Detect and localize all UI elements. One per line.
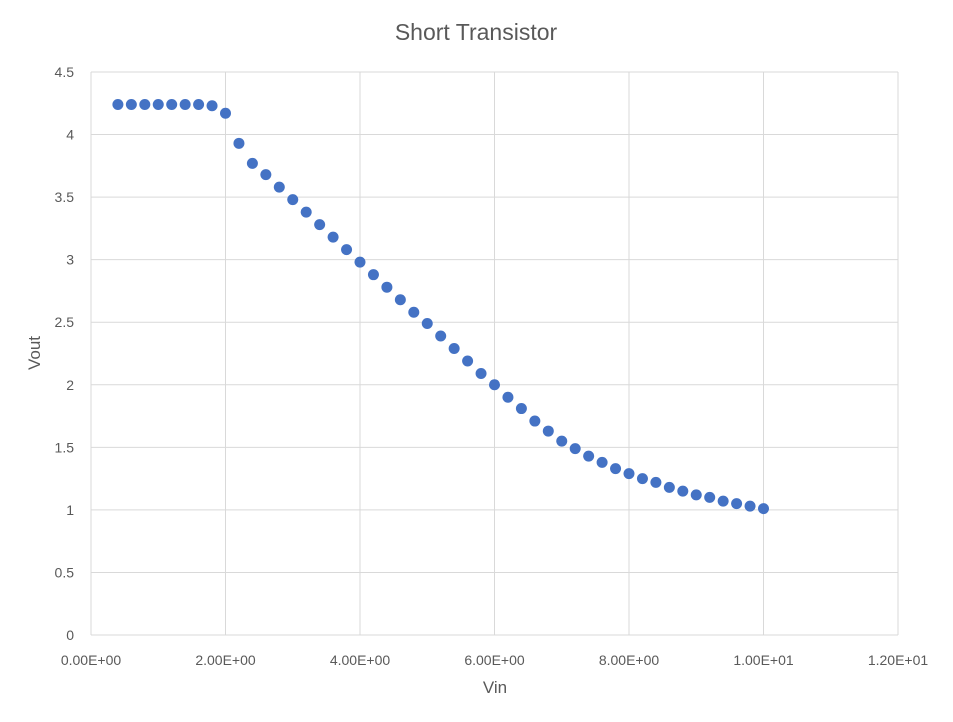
data-point [542,425,554,437]
data-point [341,244,353,256]
data-point [690,489,702,501]
data-point [502,391,514,403]
data-point [569,443,581,455]
data-point [515,403,527,415]
x-tick-label: 1.00E+01 [733,652,794,668]
data-point [583,450,595,462]
data-point [489,379,500,391]
data-point [300,206,312,218]
y-tick-label: 3 [66,252,74,268]
y-tick-label: 1.5 [55,439,75,455]
data-point [610,463,622,475]
data-point [354,256,366,268]
data-point [421,317,433,329]
x-tick-label: 0.00E+00 [61,652,122,668]
y-axis-title: Vout [25,336,44,370]
y-tick-label: 0 [66,627,74,643]
data-point [314,219,326,231]
data-point [462,355,474,367]
data-point [246,157,258,169]
tick-labels: 0 0.5 1 1.5 2 2.5 3 3.5 4 4.5 0.00E+00 2.00E+00 4.00… [55,64,929,668]
data-point [435,330,447,342]
data-point [475,368,487,380]
data-point [139,99,151,111]
data-point [717,495,729,507]
y-tick-label: 2 [66,377,74,393]
data-point [596,456,608,468]
y-tick-label: 1 [66,502,74,518]
data-point [758,503,769,515]
x-tick-label: 8.00E+00 [599,652,660,668]
data-point [744,500,756,512]
data-point [663,481,675,493]
data-point [273,181,285,193]
data-point [381,281,393,293]
data-point [731,498,743,510]
data-point [152,99,164,111]
data-point [556,435,568,447]
gridlines [90,71,899,636]
y-tick-label: 2.5 [55,314,75,330]
data-point [677,485,689,497]
data-point [193,99,205,111]
data-point [704,491,716,503]
data-point [233,137,245,149]
x-tick-label: 1.20E+01 [868,652,929,668]
y-tick-label: 4 [66,127,74,143]
y-tick-label: 4.5 [55,64,75,80]
x-tick-label: 4.00E+00 [330,652,391,668]
y-tick-label: 0.5 [55,564,75,580]
data-point [206,100,218,112]
data-point [394,294,406,306]
y-tick-label: 3.5 [55,189,75,205]
data-point [367,269,379,281]
data-point [623,468,635,480]
data-point [260,169,272,181]
data-point [287,194,299,206]
data-point [448,342,460,354]
data-point [112,99,124,111]
data-point [179,99,191,111]
data-point [636,473,648,485]
x-axis-title: Vin [483,678,507,697]
x-tick-label: 2.00E+00 [195,652,256,668]
data-point [650,476,662,488]
x-tick-label: 6.00E+00 [464,652,525,668]
data-point [529,415,541,427]
data-point [220,107,231,119]
data-point [408,306,420,318]
chart-title: Short Transistor [395,19,558,45]
data-point [125,99,137,111]
data-points [112,99,769,515]
data-point [327,231,339,243]
data-point [166,99,178,111]
